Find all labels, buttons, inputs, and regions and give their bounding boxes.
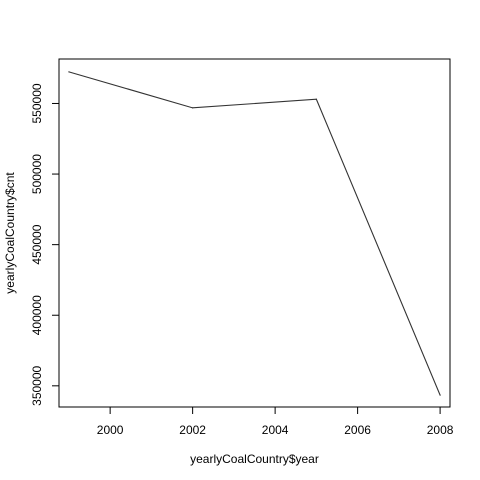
- x-tick-label: 2000: [97, 423, 124, 437]
- x-axis: 2000 2002 2004 2006 2008: [97, 407, 454, 437]
- data-point: [316, 99, 317, 100]
- x-axis-label: yearlyCoalCountry$year: [190, 452, 319, 466]
- y-tick-label: 550000: [30, 83, 44, 123]
- data-point: [68, 71, 69, 72]
- data-point: [440, 395, 441, 396]
- x-tick-label: 2006: [344, 423, 371, 437]
- x-tick-label: 2004: [262, 423, 289, 437]
- series-layer: [68, 71, 440, 395]
- y-tick-label: 450000: [30, 224, 44, 264]
- y-axis-label: yearlyCoalCountry$cnt: [3, 172, 17, 294]
- y-axis: 350000 400000 450000 500000 550000: [30, 83, 59, 406]
- plot-frame: [59, 59, 450, 407]
- y-tick-label: 350000: [30, 365, 44, 405]
- x-tick-label: 2002: [179, 423, 206, 437]
- series-line: [69, 72, 440, 395]
- x-tick-label: 2008: [427, 423, 454, 437]
- data-point: [192, 107, 193, 108]
- y-tick-label: 400000: [30, 295, 44, 335]
- y-tick-label: 500000: [30, 154, 44, 194]
